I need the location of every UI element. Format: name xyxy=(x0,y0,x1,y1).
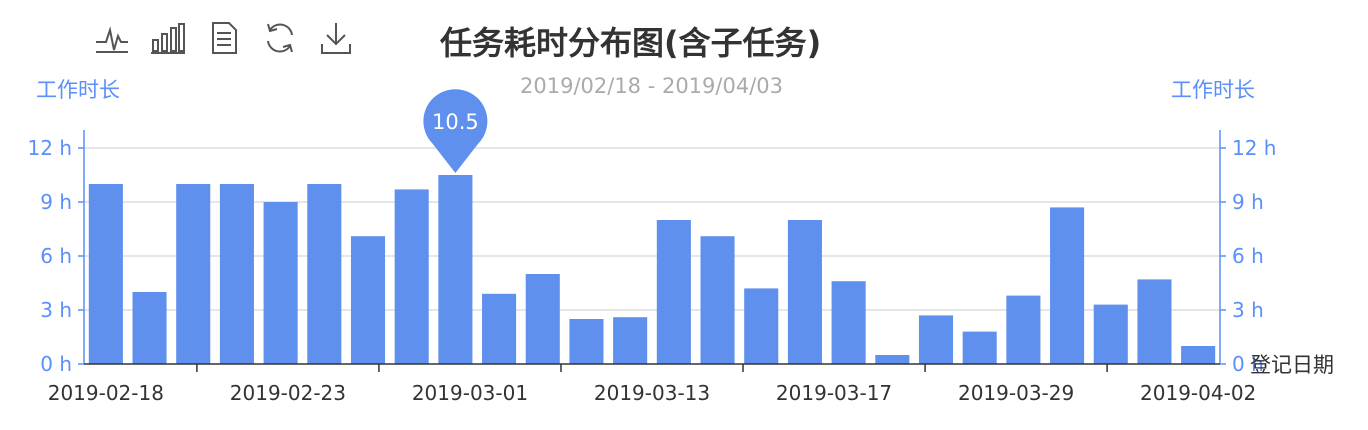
bar xyxy=(394,189,429,364)
bar xyxy=(744,288,779,364)
bar xyxy=(88,184,123,364)
bar xyxy=(1137,279,1172,364)
bar xyxy=(438,175,473,364)
bar xyxy=(875,355,910,364)
restore-icon[interactable] xyxy=(262,20,298,56)
bar xyxy=(569,319,604,364)
bar xyxy=(656,220,691,364)
bar xyxy=(918,315,954,364)
bar xyxy=(132,292,167,364)
bar xyxy=(263,202,298,364)
bar xyxy=(700,236,735,364)
bar xyxy=(482,293,517,364)
x-tick-label: 2019-03-29 xyxy=(958,381,1074,405)
x-tick-label: 2019-03-01 xyxy=(412,381,528,405)
bar xyxy=(962,331,997,364)
y-tick-label-right: 0 h xyxy=(1232,352,1264,376)
x-tick-label: 2019-02-18 xyxy=(48,381,164,405)
y-axis-left-label: 工作时长 xyxy=(36,78,120,102)
y-tick-label-right: 3 h xyxy=(1232,298,1264,322)
y-tick-label-left: 0 h xyxy=(40,352,72,376)
bar-chart-icon[interactable] xyxy=(150,20,186,56)
bar xyxy=(219,184,254,364)
bar xyxy=(350,236,386,364)
bar xyxy=(1093,304,1128,364)
bar xyxy=(307,184,342,364)
save-image-icon[interactable] xyxy=(318,20,354,56)
x-axis-label: 登记日期 xyxy=(1250,353,1334,377)
bar xyxy=(831,281,866,364)
y-tick-label-right: 12 h xyxy=(1232,136,1276,160)
y-tick-label-right: 6 h xyxy=(1232,244,1264,268)
bar xyxy=(1181,346,1216,364)
x-tick-label: 2019-03-13 xyxy=(594,381,710,405)
x-tick-label: 2019-02-23 xyxy=(230,381,346,405)
bar xyxy=(1006,295,1041,364)
y-tick-label-left: 12 h xyxy=(28,136,72,160)
y-axis-right-label: 工作时长 xyxy=(1171,78,1255,102)
y-tick-label-left: 6 h xyxy=(40,244,72,268)
data-view-icon[interactable] xyxy=(206,20,242,56)
y-tick-label-right: 9 h xyxy=(1232,190,1264,214)
x-tick-label: 2019-03-17 xyxy=(776,381,892,405)
max-value-label: 10.5 xyxy=(432,110,479,134)
x-tick-label: 2019-04-02 xyxy=(1140,381,1256,405)
chart-title: 任务耗时分布图(含子任务) xyxy=(440,24,822,62)
toolbox xyxy=(94,20,354,60)
max-value-pin xyxy=(423,89,488,173)
bar xyxy=(787,220,822,364)
bar xyxy=(176,184,211,364)
y-tick-label-left: 3 h xyxy=(40,298,72,322)
bar xyxy=(525,274,560,364)
line-chart-icon[interactable] xyxy=(94,20,130,56)
bar xyxy=(613,317,648,364)
chart-subtitle: 2019/02/18 - 2019/04/03 xyxy=(520,74,784,98)
bar xyxy=(1050,207,1085,364)
y-tick-label-left: 9 h xyxy=(40,190,72,214)
